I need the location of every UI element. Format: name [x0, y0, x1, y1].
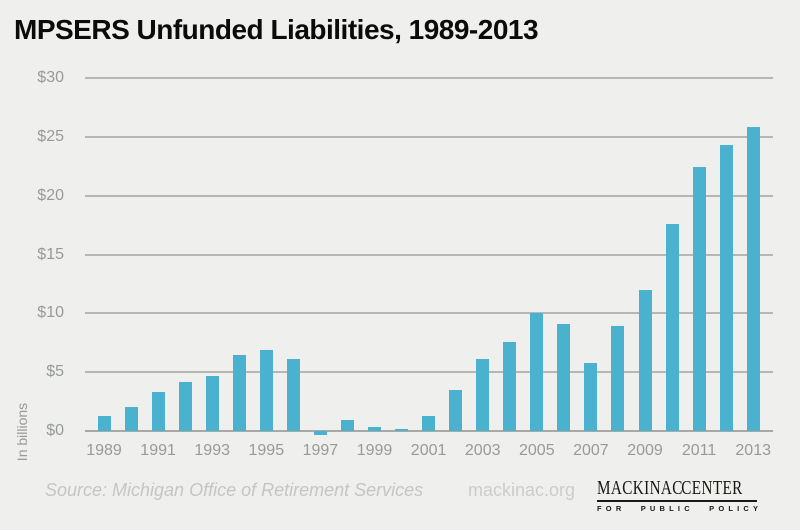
gridline-10 [85, 312, 773, 315]
bar-1997 [313, 431, 327, 435]
bar-2013 [746, 127, 760, 431]
bar-1996 [286, 359, 300, 431]
x-axis-tick-label: 1995 [248, 442, 285, 459]
bar-2001 [422, 415, 436, 431]
x-axis-baseline [85, 430, 773, 432]
bar-2010 [665, 223, 679, 431]
x-axis-tick-label: 2001 [410, 442, 447, 459]
bar-1993 [205, 375, 219, 431]
y-axis-tick-label: $25 [37, 127, 64, 145]
bar-2004 [503, 341, 517, 431]
bar-1994 [232, 354, 246, 431]
x-axis-tick-label: 2013 [735, 442, 771, 459]
y-axis-tick-label: $15 [37, 245, 64, 263]
y-axis-tick-label: $20 [37, 186, 64, 204]
bar-2005 [530, 313, 544, 431]
gridline-20 [85, 194, 773, 197]
logo-word-center: CENTER [681, 477, 743, 499]
x-axis-tick-label: 2005 [519, 442, 555, 459]
y-axis-tick-label: $5 [46, 363, 64, 381]
bar-1992 [178, 381, 192, 431]
bar-1995 [259, 349, 273, 431]
logo-divider-line [597, 500, 757, 502]
bar-1989 [97, 415, 111, 431]
logo-wordmark: MACKINAC CENTER [597, 468, 742, 499]
bar-2009 [638, 289, 652, 431]
bar-2006 [557, 323, 571, 431]
y-axis-tick-label: $10 [37, 304, 64, 322]
bar-2011 [692, 167, 706, 431]
bar-2003 [476, 359, 490, 431]
x-axis-tick-label: 2011 [681, 442, 717, 459]
x-axis-tick-label: 1993 [194, 442, 230, 459]
bar-2000 [395, 428, 409, 431]
bar-2008 [611, 326, 625, 431]
x-axis-tick-label: 2003 [464, 442, 501, 459]
mackinac-center-logo: MACKINAC CENTER FOR PUBLIC POLICY [597, 468, 763, 513]
bar-1998 [340, 420, 354, 431]
x-axis-tick-label: 1989 [86, 442, 122, 459]
x-axis-tick-label: 1997 [302, 442, 339, 459]
x-axis-tick-label: 2007 [573, 442, 609, 459]
bar-2007 [584, 362, 598, 431]
bar-1990 [124, 407, 138, 431]
gridline-25 [85, 135, 773, 138]
x-axis-tick-label: 2009 [627, 442, 663, 459]
x-axis-tick-label: 1991 [140, 442, 176, 459]
bar-1999 [368, 427, 381, 431]
y-axis-tick-label: $30 [37, 69, 64, 86]
gridline-30 [85, 77, 773, 79]
logo-tagline: FOR PUBLIC POLICY [597, 503, 763, 513]
plot-area: 1989 1991 1993 1995 1997 1999 2001 2003 2005 2007… [85, 77, 773, 459]
bar-2002 [449, 389, 463, 431]
bar-1991 [151, 392, 165, 431]
gridline-15 [85, 253, 773, 256]
chart-title: MPSERS Unfunded Liabilities, 1989-2013 [14, 14, 539, 45]
source-note: Source: Michigan Office of Retirement Se… [45, 480, 424, 500]
bar-2012 [719, 145, 733, 431]
gridline-5 [85, 371, 773, 374]
y-axis-tick-label: $0 [46, 422, 64, 439]
logo-word-mackinac: MACKINAC [597, 477, 683, 499]
website-url: mackinac.org [468, 480, 576, 500]
x-axis-tick-label: 1999 [356, 442, 393, 459]
